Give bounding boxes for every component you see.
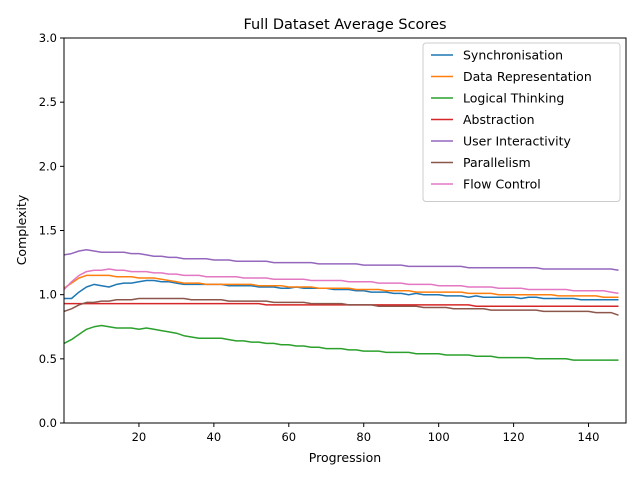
legend-label-2: Data Representation	[463, 69, 592, 84]
x-tick-label: 100	[428, 430, 450, 444]
series-layer	[63, 249, 619, 361]
legend-label-7: Flow Control	[463, 177, 541, 192]
x-tick-label: 60	[281, 430, 296, 444]
series-line-5	[63, 249, 619, 272]
series-line-7	[63, 268, 619, 295]
axes-layer: 20 40 60 80 100 120 140 0.0 0.5 1.0 1.5 2.0 2.5 3.0	[39, 31, 600, 444]
y-tick-label: 3.0	[39, 31, 57, 45]
chart-title: Full Dataset Average Scores	[243, 17, 446, 33]
plot-frame	[63, 37, 627, 424]
x-tick-label: 120	[503, 430, 525, 444]
y-tick-label: 0.0	[39, 416, 57, 430]
legend-label-3: Logical Thinking	[463, 91, 564, 106]
y-axis-label: Complexity	[14, 194, 29, 265]
legend-box	[422, 42, 621, 202]
series-line-3	[63, 324, 619, 361]
y-tick-label: 1.0	[39, 288, 57, 302]
series-line-1	[64, 279, 619, 301]
y-tick-label: 2.5	[39, 95, 57, 109]
legend-label-1: Synchronisation	[463, 48, 563, 63]
x-tick-label: 140	[578, 430, 600, 444]
series-line-4	[64, 302, 619, 307]
series-line-2	[63, 274, 619, 298]
legend: Synchronisation Data Representation Logica…	[422, 42, 621, 202]
y-tick-label: 1.5	[39, 224, 57, 238]
legend-label-5: User Interactivity	[463, 134, 571, 149]
x-tick-label: 40	[207, 430, 222, 444]
series-line-6	[63, 297, 619, 316]
x-tick-label: 20	[132, 430, 147, 444]
x-tick-label: 80	[356, 430, 371, 444]
y-tick-label: 2.0	[39, 159, 57, 173]
x-axis-label: Progression	[309, 450, 381, 465]
y-tick-label: 0.5	[39, 352, 57, 366]
legend-label-6: Parallelism	[463, 155, 531, 170]
legend-label-4: Abstraction	[463, 112, 535, 127]
